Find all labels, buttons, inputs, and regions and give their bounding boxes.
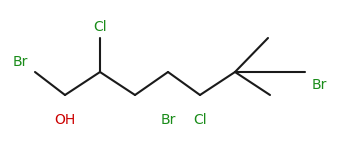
Text: Br: Br bbox=[160, 113, 176, 127]
Text: Br: Br bbox=[13, 55, 28, 69]
Text: OH: OH bbox=[54, 113, 76, 127]
Text: Br: Br bbox=[312, 78, 327, 92]
Text: Cl: Cl bbox=[93, 20, 107, 34]
Text: Cl: Cl bbox=[193, 113, 207, 127]
